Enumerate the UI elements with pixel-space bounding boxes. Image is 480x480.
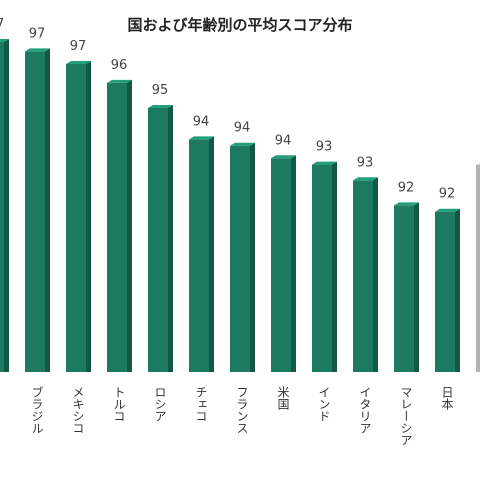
chart-title: 国および年齢別の平均スコア分布 [127, 16, 352, 34]
bar [312, 164, 332, 372]
x-tick-label: フランス [235, 386, 249, 434]
bar [435, 211, 455, 372]
bar-top [394, 202, 419, 206]
bar-side [414, 202, 419, 372]
bar [189, 139, 209, 372]
x-tick-label: イタリア [358, 386, 372, 434]
value-label: 97 [29, 26, 46, 41]
x-tick-label: トルコ [112, 386, 126, 422]
bar [66, 64, 86, 372]
value-label: 95 [152, 83, 169, 98]
bar [230, 145, 250, 372]
bar [476, 164, 480, 372]
bar-top [189, 136, 214, 140]
bar [0, 42, 4, 372]
bar-top [107, 79, 132, 83]
value-label: 94 [193, 114, 210, 129]
bar-top [353, 177, 378, 181]
bar-side [291, 155, 296, 372]
bar-side [373, 177, 378, 372]
bar-top [25, 48, 50, 52]
bar-side [455, 208, 460, 372]
x-tick-label: ブラジル [30, 385, 44, 434]
bar-top [230, 142, 255, 146]
x-tick-label: インド [317, 386, 331, 422]
bar [107, 82, 127, 372]
value-label: 92 [398, 180, 415, 195]
x-tick-label: マレーシア [399, 386, 413, 446]
bar-side [332, 161, 337, 372]
bar-top [66, 61, 91, 64]
bar-top [312, 161, 337, 165]
bar-top [0, 39, 9, 42]
value-label: 97 [0, 17, 4, 32]
bar-top [148, 105, 173, 108]
bar [394, 205, 414, 372]
value-label: 94 [234, 121, 251, 136]
bar [25, 51, 45, 373]
x-tick-label: ロシア [153, 386, 167, 422]
bar-side [127, 79, 132, 372]
bar-side [45, 48, 50, 373]
bar-side [168, 105, 173, 372]
bar-side [86, 61, 91, 372]
bar [353, 180, 373, 372]
bar-top [476, 162, 480, 165]
value-label: 94 [275, 133, 292, 148]
bar-side [250, 142, 255, 372]
x-tick-label: チェコ [194, 386, 208, 422]
x-tick-label: メキシコ [71, 386, 85, 434]
value-label: 97 [70, 39, 87, 54]
bar-top [271, 155, 296, 159]
value-label: 93 [316, 140, 333, 155]
bar [148, 108, 168, 372]
x-tick-label: 日本 [440, 386, 454, 411]
value-label: 92 [439, 187, 456, 202]
bar [271, 158, 291, 372]
bar-side [4, 39, 9, 372]
value-label: 96 [111, 58, 128, 73]
x-tick-label: 米国 [276, 386, 290, 410]
value-label: 93 [357, 155, 374, 170]
bar-top [435, 208, 460, 212]
bar-side [209, 136, 214, 372]
